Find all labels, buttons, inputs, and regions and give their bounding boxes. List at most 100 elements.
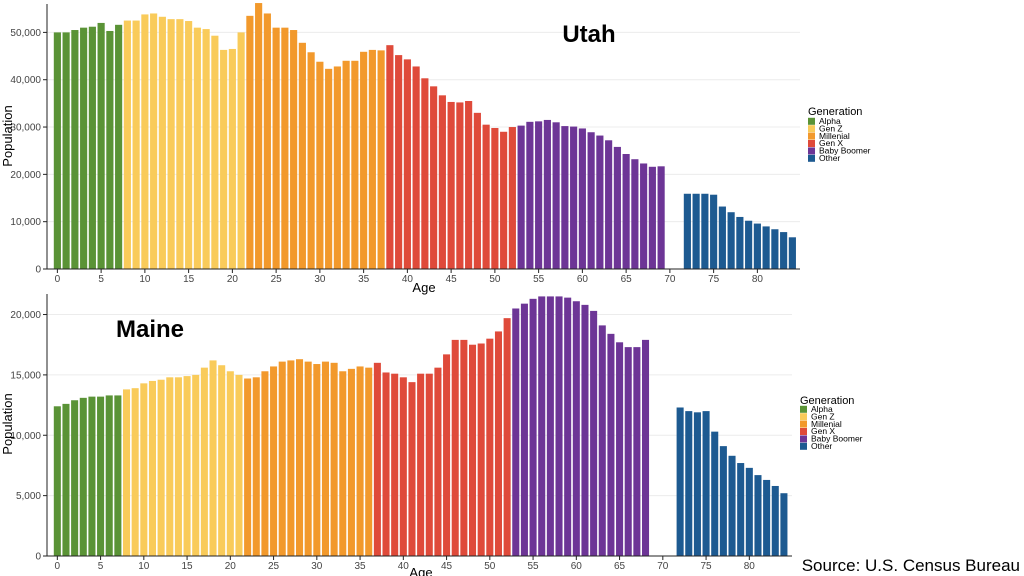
- maine-bar-age-65: [616, 342, 624, 556]
- utah-x-tick-label: 5: [98, 274, 104, 285]
- utah-bar-age-44: [438, 95, 446, 270]
- maine-bar-age-29: [304, 361, 312, 556]
- maine-bar-age-77: [719, 446, 727, 556]
- utah-legend-swatch: [808, 125, 815, 133]
- maine-legend-swatch: [800, 435, 807, 443]
- utah-x-tick-label: 50: [489, 274, 501, 285]
- utah-bar-age-77: [727, 212, 735, 269]
- utah-y-tick-label: 10,000: [10, 217, 41, 228]
- maine-bar-age-54: [520, 303, 528, 556]
- utah-bar-age-0: [53, 32, 61, 270]
- maine-x-tick-label: 65: [614, 561, 626, 572]
- utah-bar-age-12: [158, 16, 166, 270]
- utah-bar-age-19: [220, 49, 228, 269]
- utah-x-tick-label: 30: [314, 274, 326, 285]
- maine-legend-label: Other: [811, 441, 832, 451]
- maine-y-tick-label: 10,000: [10, 431, 41, 442]
- utah-legend-label: Gen X: [819, 138, 843, 148]
- utah-bar-age-45: [447, 101, 455, 270]
- maine-y-axis-title: Population: [0, 393, 15, 454]
- maine-legend-label: Gen Z: [811, 411, 835, 421]
- utah-bar-age-34: [351, 60, 359, 270]
- utah-x-tick-label: 45: [446, 274, 458, 285]
- maine-bar-age-41: [408, 382, 416, 556]
- utah-bars: [53, 3, 796, 270]
- maine-chart: 0 5,000 10,000 15,000 20,000 0 5 10 15 20 25 30 35 4…: [0, 294, 863, 576]
- utah-bar-age-10: [141, 14, 149, 269]
- maine-bar-age-1: [62, 403, 70, 556]
- maine-y-ticks: 0 5,000 10,000 15,000 20,000: [10, 310, 47, 563]
- utah-bar-age-73: [692, 193, 700, 269]
- maine-bar-age-5: [97, 396, 105, 556]
- utah-bar-age-36: [368, 49, 376, 269]
- utah-x-tick-label: 15: [183, 274, 195, 285]
- utah-x-tick-label: 55: [533, 274, 545, 285]
- utah-y-tick-label: 50,000: [10, 28, 41, 39]
- maine-bar-age-7: [114, 395, 122, 556]
- maine-bar-age-42: [417, 373, 425, 556]
- utah-x-tick-label: 35: [358, 274, 370, 285]
- maine-bar-age-4: [88, 396, 96, 556]
- utah-bar-age-58: [561, 126, 569, 269]
- utah-legend-swatch: [808, 154, 815, 162]
- utah-x-tick-label: 0: [55, 274, 61, 285]
- utah-bar-age-3: [80, 27, 88, 269]
- utah-bar-age-33: [342, 60, 350, 270]
- utah-bar-age-32: [333, 66, 341, 269]
- maine-bar-age-19: [218, 365, 226, 556]
- maine-bar-age-49: [477, 343, 485, 556]
- maine-bar-age-32: [330, 362, 338, 556]
- utah-legend-label: Alpha: [819, 116, 841, 126]
- maine-bar-age-31: [321, 361, 329, 556]
- utah-bar-age-69: [657, 166, 665, 269]
- maine-legend-title: Generation: [800, 395, 854, 407]
- utah-bar-age-48: [473, 112, 481, 269]
- utah-bar-age-40: [403, 59, 411, 269]
- maine-bar-age-83: [771, 485, 779, 556]
- utah-bar-age-52: [508, 127, 516, 270]
- utah-x-tick-label: 20: [227, 274, 239, 285]
- utah-bar-age-41: [412, 66, 420, 269]
- utah-bar-age-2: [71, 30, 79, 270]
- maine-bar-age-53: [512, 308, 520, 556]
- maine-x-ticks: 0 5 10 15 20 25 30 35 40 45 50 55 60 65 70 75 80: [55, 556, 755, 572]
- utah-legend-swatch: [808, 117, 815, 125]
- utah-x-tick-label: 60: [577, 274, 589, 285]
- utah-bar-age-27: [290, 30, 298, 270]
- utah-legend-label: Baby Boomer: [819, 146, 871, 156]
- utah-bar-age-62: [596, 135, 604, 269]
- maine-bar-age-15: [183, 376, 191, 556]
- utah-legend-label: Gen Z: [819, 123, 843, 133]
- maine-bar-age-68: [642, 339, 650, 556]
- utah-bar-age-83: [780, 232, 788, 269]
- utah-bar-age-51: [500, 131, 508, 269]
- maine-bar-age-17: [200, 367, 208, 556]
- utah-legend-label: Other: [819, 153, 840, 163]
- maine-legend-swatch: [800, 413, 807, 421]
- utah-legend-swatch: [808, 132, 815, 140]
- utah-bar-age-21: [237, 32, 245, 270]
- maine-bar-age-18: [209, 360, 217, 556]
- utah-x-tick-label: 25: [271, 274, 283, 285]
- maine-bar-age-38: [382, 372, 390, 556]
- utah-bar-age-54: [526, 121, 534, 270]
- utah-y-axis-title: Population: [0, 105, 15, 166]
- maine-bar-age-8: [123, 389, 131, 556]
- utah-bar-age-66: [631, 159, 639, 269]
- utah-bar-age-46: [456, 102, 464, 269]
- maine-bar-age-56: [538, 296, 546, 556]
- maine-bar-age-14: [174, 377, 182, 556]
- utah-legend-swatch: [808, 147, 815, 155]
- utah-bar-age-20: [228, 48, 236, 270]
- maine-bar-age-84: [780, 493, 788, 556]
- maine-bar-age-36: [365, 367, 373, 556]
- utah-bar-age-24: [263, 13, 271, 270]
- utah-bar-age-22: [246, 15, 254, 270]
- maine-x-tick-label: 40: [398, 561, 410, 572]
- utah-bar-age-72: [683, 193, 691, 269]
- utah-bar-age-17: [202, 29, 210, 270]
- utah-bar-age-56: [543, 119, 551, 269]
